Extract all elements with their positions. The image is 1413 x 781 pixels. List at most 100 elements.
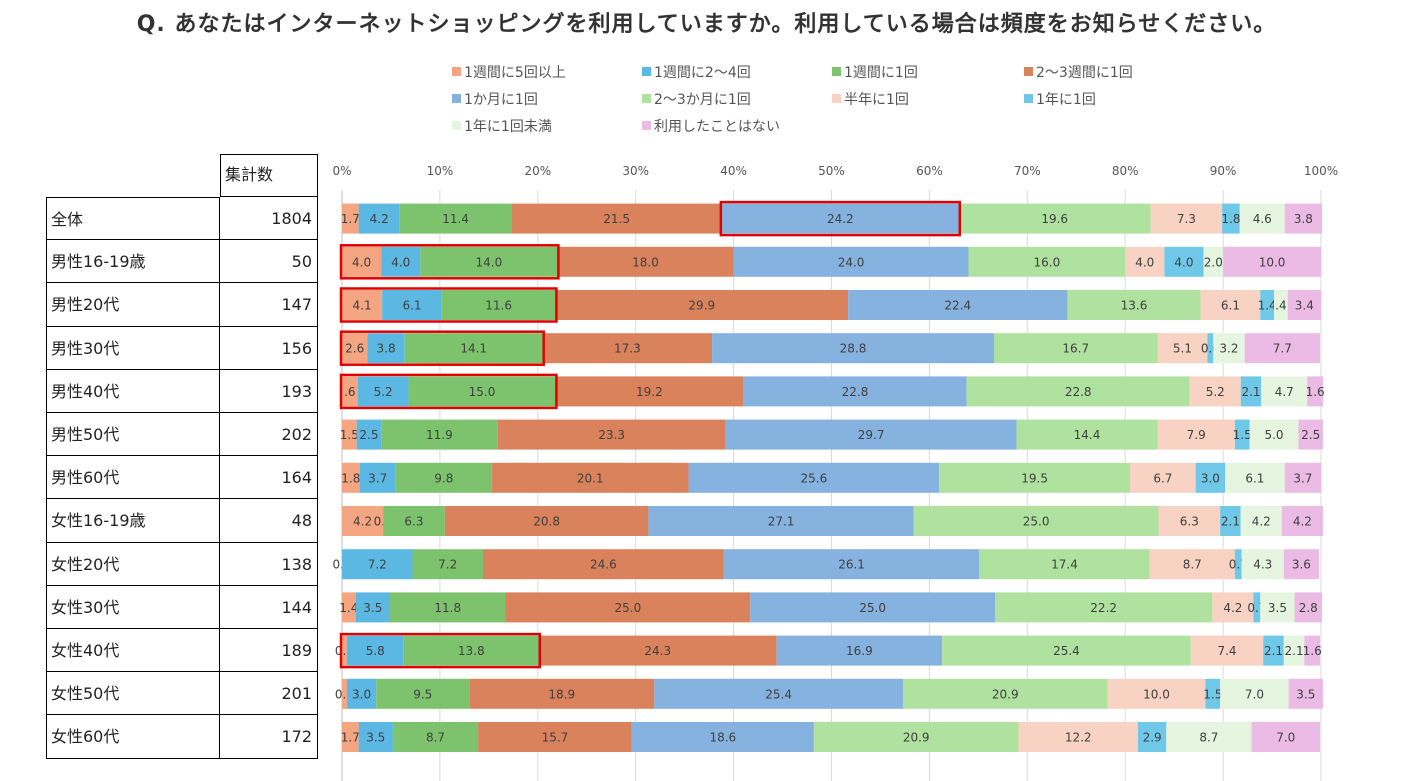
data-label: 7.0 [1245, 687, 1264, 701]
data-label: 4.0 [352, 255, 371, 269]
legend-item: 1か月に1回 [452, 89, 538, 109]
bar-segment [441, 290, 556, 320]
row-label: 男性16-19歳 [46, 240, 220, 284]
bar-segment [1213, 333, 1245, 364]
bar-segment [1260, 290, 1275, 320]
bar-segment [1281, 506, 1323, 536]
data-label: 4.1 [353, 299, 372, 313]
bar-segment [1284, 203, 1322, 234]
bar-segment [1307, 376, 1323, 407]
legend-item: 2〜3週間に1回 [1024, 62, 1133, 82]
bar-segment [848, 290, 1068, 320]
row-count: 201 [220, 672, 318, 716]
row-count: 1804 [220, 197, 318, 241]
data-label: 4.2 [1223, 601, 1242, 615]
data-label: 7.7 [1273, 342, 1292, 356]
highlight-box [719, 200, 962, 237]
data-label: 15.7 [542, 731, 569, 745]
data-label: 7.2 [368, 558, 387, 572]
row-label: 男性60代 [46, 456, 220, 500]
bar-segment [538, 635, 777, 666]
x-tick-label: 50% [818, 164, 845, 178]
row-count: 189 [220, 629, 318, 673]
data-label: 4.2 [1293, 515, 1312, 529]
data-label: 1.5 [1203, 687, 1222, 701]
data-label: 6.3 [404, 515, 423, 529]
bar-segment [497, 419, 726, 450]
bar-row: 1.4 3.5 11.8 25.0 25.0 22.2 4.2 0.7 3.5 2.8 [339, 592, 1322, 623]
bar-segment [1223, 246, 1321, 277]
bar-segment [403, 635, 539, 666]
bar-segment [346, 678, 377, 709]
bar-segment [356, 419, 382, 450]
data-label: 10.0 [1143, 687, 1170, 701]
data-label: 3.5 [363, 601, 382, 615]
row-count: 144 [220, 585, 318, 629]
data-label: 2.0 [1204, 255, 1223, 269]
data-label: 1.6 [1306, 385, 1325, 399]
data-label: 7.9 [1187, 428, 1206, 442]
table-row: 全体 1804 [46, 197, 318, 241]
bar-segment [399, 203, 512, 234]
bar-segment [1067, 290, 1201, 320]
data-label: 5.2 [1206, 385, 1225, 399]
bar-row: 0.07.27.224.626.117.48.70.74.33.6 [332, 549, 1320, 580]
data-label: 3.6 [1292, 558, 1311, 572]
data-label: 2.9 [1143, 731, 1162, 745]
data-label: 24.2 [827, 212, 854, 226]
row-count: 193 [220, 369, 318, 413]
data-label: 6.1 [1221, 299, 1240, 313]
data-label: 2.5 [359, 428, 378, 442]
data-label: 7.2 [438, 558, 457, 572]
row-count: 138 [220, 542, 318, 586]
bar-row: 1.7 3.5 8.7 15.7 18.6 20.9 12.2 2.9 8.7 7.0 [341, 722, 1321, 752]
bar-segment [1222, 203, 1240, 234]
data-label: 23.3 [598, 428, 625, 442]
legend-item: 1年に1回未満 [452, 116, 552, 136]
data-label: 20.9 [903, 731, 930, 745]
bar-segment [1241, 549, 1284, 580]
data-label: 2.1 [1285, 644, 1304, 658]
bar-segment [358, 722, 393, 752]
data-label: 24.6 [590, 558, 617, 572]
data-label: 22.2 [1090, 601, 1117, 615]
bar-segment [776, 635, 943, 666]
x-tick-label: 40% [720, 164, 747, 178]
row-count: 202 [220, 413, 318, 457]
data-label: 2.8 [1299, 601, 1318, 615]
x-tick-label: 10% [427, 164, 454, 178]
bar-row: 0.5 5.8 13.8 24.3 16.9 25.4 7.4 2.1 2.1 1.6 [335, 635, 1322, 666]
bar-segment [966, 376, 1190, 407]
data-label: 9.5 [413, 687, 432, 701]
bar-segment [712, 333, 995, 364]
bar-segment [1234, 549, 1242, 580]
data-label: 11.6 [485, 299, 512, 313]
data-label: .4 [1275, 299, 1286, 313]
data-label: 6.1 [402, 299, 421, 313]
data-label: 4.2 [1252, 515, 1271, 529]
data-label: 24.3 [644, 644, 671, 658]
bar-segment [942, 635, 1191, 666]
bar-segment [505, 592, 751, 623]
bar-segment [1220, 678, 1289, 709]
bar-segment [743, 376, 967, 407]
bar-segment [469, 678, 655, 709]
bar-segment [813, 722, 1019, 752]
bar-segment [1240, 506, 1282, 536]
table-row: 男性60代 164 [46, 456, 318, 500]
data-label: 2.1 [1241, 385, 1260, 399]
data-label: 25.0 [859, 601, 886, 615]
data-label: 14.4 [1074, 428, 1101, 442]
bar-segment [958, 203, 1151, 234]
data-label: 20.8 [533, 515, 560, 529]
bar-segment [1283, 549, 1320, 580]
bar-segment [1294, 592, 1322, 623]
row-count: 156 [220, 326, 318, 370]
legend-item: 1週間に5回以上 [452, 62, 566, 82]
bar-segment [1244, 333, 1321, 364]
bar-segment [725, 419, 1017, 450]
row-label: 女性60代 [46, 715, 220, 759]
legend-label: 1週間に2〜4回 [654, 65, 751, 81]
bar-segment [654, 678, 903, 709]
row-label: 女性40代 [46, 629, 220, 673]
